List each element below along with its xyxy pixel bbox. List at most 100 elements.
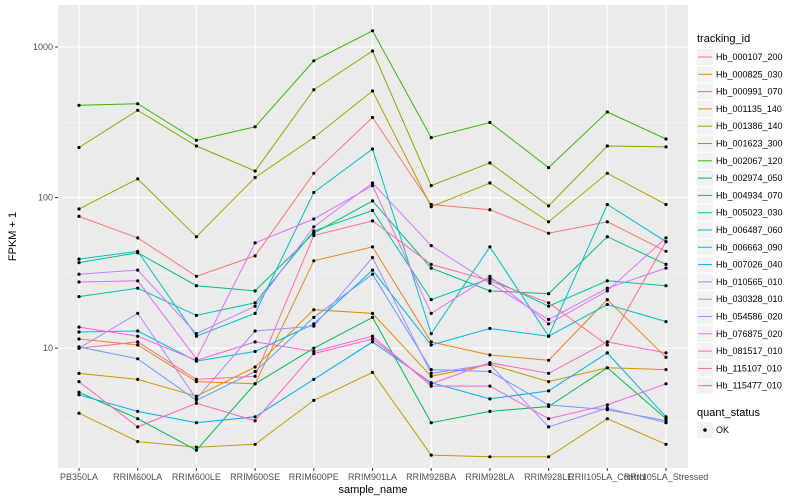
data-point — [547, 403, 551, 407]
data-point — [194, 358, 198, 362]
data-point — [429, 266, 433, 270]
legend-item-label: Hb_001623_300 — [716, 139, 783, 149]
data-point — [605, 279, 609, 283]
data-point — [253, 349, 257, 354]
legend-title: tracking_id — [697, 33, 750, 45]
data-point — [547, 166, 551, 170]
data-point — [136, 249, 140, 253]
data-point — [605, 351, 609, 355]
data-point — [77, 207, 81, 211]
data-point — [605, 366, 609, 370]
data-point — [664, 262, 668, 266]
data-point — [370, 370, 375, 374]
data-point — [77, 337, 81, 341]
data-point — [312, 171, 316, 175]
data-point — [429, 343, 433, 347]
data-point — [605, 220, 609, 224]
y-tick-label: 10 — [43, 343, 53, 353]
y-axis: 10 100 1000 — [33, 42, 58, 353]
data-point — [253, 442, 257, 446]
data-point — [312, 217, 316, 221]
data-point — [77, 346, 81, 350]
data-point — [370, 199, 375, 203]
data-point — [605, 340, 609, 344]
data-point — [77, 390, 81, 394]
data-point — [488, 289, 492, 293]
data-point — [312, 136, 316, 140]
data-point — [547, 371, 551, 375]
data-point — [253, 311, 257, 315]
y-tick-label: 100 — [38, 193, 53, 203]
x-tick-label: RRIM928LE — [524, 472, 573, 482]
data-point — [370, 219, 375, 223]
legend-item-label: Hb_006487_060 — [716, 225, 783, 235]
legend-item-label: Hb_081517_010 — [716, 346, 783, 356]
legend-item-label: Hb_004934_070 — [716, 190, 783, 200]
data-point — [253, 304, 257, 308]
x-tick-label: RRIM600PE — [289, 472, 339, 482]
data-point — [370, 245, 375, 249]
data-point — [605, 286, 609, 290]
legend-item-label: Hb_007026_040 — [716, 260, 783, 270]
data-point — [429, 421, 433, 425]
data-point — [664, 355, 668, 359]
x-tick-label: RRII105LA_Stressed — [624, 472, 709, 482]
data-point — [488, 274, 492, 278]
data-point — [605, 289, 609, 293]
data-point — [312, 259, 316, 263]
data-point — [77, 325, 81, 329]
data-point — [547, 455, 551, 459]
data-point — [370, 337, 375, 341]
legend-item-label: Hb_076875_020 — [716, 329, 783, 339]
data-point — [488, 276, 492, 281]
data-point — [253, 329, 257, 333]
data-point — [370, 268, 375, 272]
data-point — [370, 184, 375, 188]
data-point — [547, 304, 551, 308]
data-point — [194, 332, 198, 336]
data-point — [547, 358, 551, 362]
data-point — [136, 439, 140, 444]
data-point — [253, 419, 257, 423]
data-point — [488, 181, 492, 185]
data-point — [77, 257, 81, 261]
data-point — [136, 409, 140, 413]
data-point — [488, 409, 492, 413]
data-point — [77, 272, 81, 276]
data-point — [312, 377, 316, 381]
data-point — [488, 455, 492, 459]
data-point — [664, 415, 668, 419]
data-points-layer — [77, 29, 668, 459]
data-point — [312, 190, 316, 195]
data-point — [605, 417, 609, 421]
data-point — [664, 137, 668, 141]
data-point — [312, 398, 316, 402]
data-point — [605, 302, 609, 307]
data-point — [136, 340, 140, 344]
data-point — [136, 334, 140, 338]
data-point — [488, 281, 492, 285]
data-point — [194, 144, 198, 148]
data-point — [312, 322, 316, 326]
data-point — [370, 315, 375, 319]
data-point — [429, 298, 433, 302]
data-point — [194, 313, 198, 317]
data-point — [370, 208, 375, 213]
x-tick-label: RRIM600LE — [172, 472, 221, 482]
data-point — [605, 406, 609, 410]
x-tick-label: RRIM600LA — [113, 472, 162, 482]
data-point — [136, 177, 140, 181]
data-point — [547, 334, 551, 338]
data-point — [77, 393, 81, 397]
y-axis-title: FPKM + 1 — [7, 212, 19, 261]
data-point — [253, 415, 257, 419]
data-point — [136, 102, 140, 106]
data-point — [429, 311, 433, 315]
data-point — [547, 380, 551, 384]
legend-item-label: Hb_005023_030 — [716, 208, 783, 218]
data-point — [547, 220, 551, 224]
x-tick-label: RRIM928BA — [406, 472, 456, 482]
data-point — [547, 292, 551, 296]
data-point — [312, 231, 316, 235]
data-point — [664, 236, 668, 240]
